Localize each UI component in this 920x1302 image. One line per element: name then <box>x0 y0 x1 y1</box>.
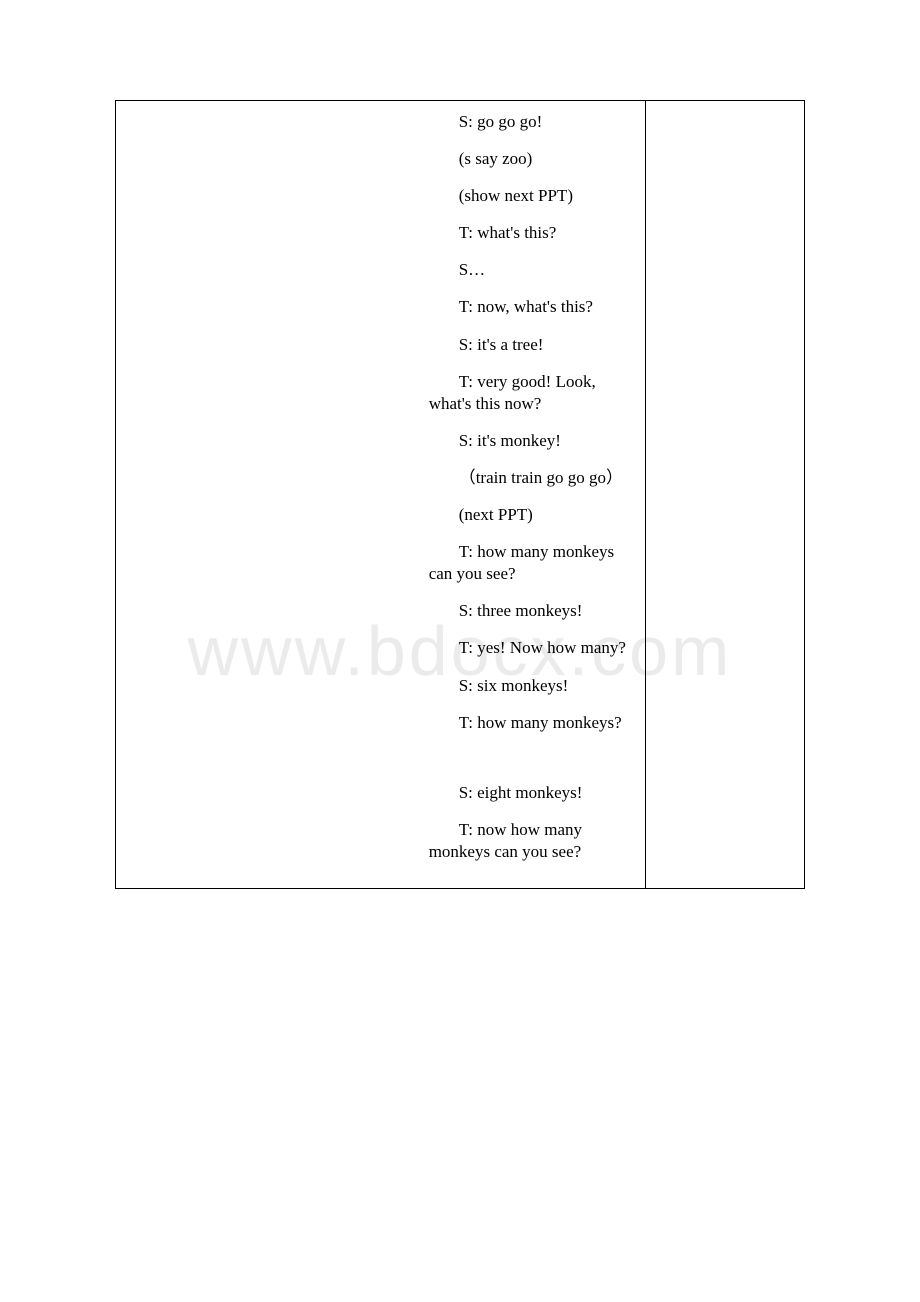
dialogue-line: (show next PPT) <box>429 185 633 207</box>
dialogue-line: T: what's this? <box>429 222 633 244</box>
dialogue-line: S: six monkeys! <box>429 675 633 697</box>
dialogue-line: T: now, what's this? <box>429 296 633 318</box>
dialogue-line: S: eight monkeys! <box>429 782 633 804</box>
dialogue-line: T: yes! Now how many? <box>429 637 633 659</box>
dialogue-line: T: now how many monkeys can you see? <box>429 819 633 863</box>
dialogue-line: S: it's monkey! <box>429 430 633 452</box>
dialogue-line: (s say zoo) <box>429 148 633 170</box>
dialogue-line: (next PPT) <box>429 504 633 526</box>
dialogue-line: S: go go go! <box>429 111 633 133</box>
table-column-3-dialogue: S: go go go! (s say zoo) (show next PPT)… <box>419 101 646 888</box>
dialogue-line: T: very good! Look, what's this now? <box>429 371 633 415</box>
dialogue-line: S: three monkeys! <box>429 600 633 622</box>
dialogue-line: S… <box>429 259 633 281</box>
dialogue-line: T: how many monkeys? <box>429 712 633 734</box>
lesson-table: S: go go go! (s say zoo) (show next PPT)… <box>115 100 805 889</box>
dialogue-line: T: how many monkeys can you see? <box>429 541 633 585</box>
dialogue-line: （train train go go go） <box>429 467 633 489</box>
dialogue-line: S: it's a tree! <box>429 334 633 356</box>
